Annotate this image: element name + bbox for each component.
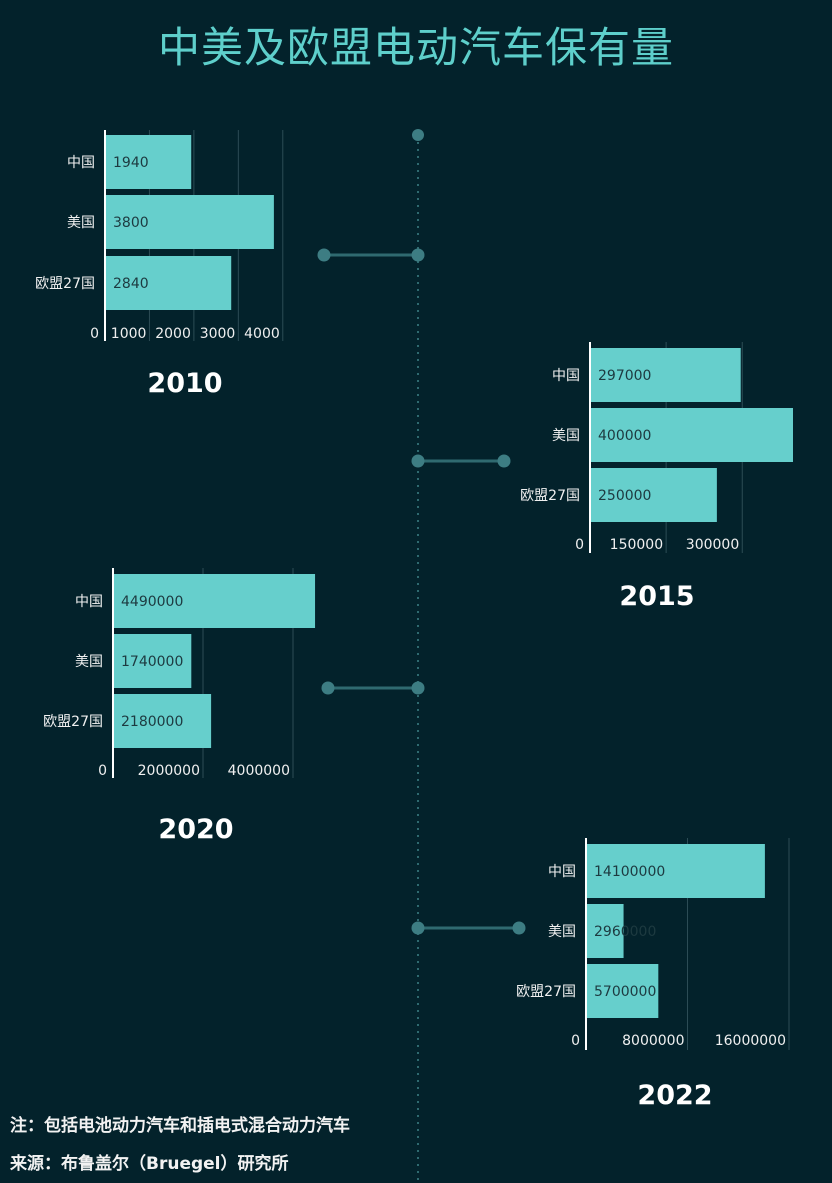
connector-dot-2010 [317,248,331,262]
data-label: 5700000 [594,984,656,1000]
tick-label: 4000000 [228,763,290,779]
category-label: 美国 [67,215,95,231]
category-label: 欧盟27国 [516,984,576,1000]
timeline-dot-2015 [411,454,425,468]
bar [590,348,741,402]
chart-2015: 297000 中国 400000 美国 250000 欧盟27国 0 150000 300000… [411,342,793,612]
data-label: 250000 [598,488,651,504]
category-label: 中国 [75,594,103,610]
data-label: 297000 [598,368,651,384]
bar [105,256,232,310]
category-label: 美国 [552,428,580,444]
data-label: 1740000 [121,654,183,670]
bar [105,135,192,189]
category-label: 中国 [552,368,580,384]
chart-2020: 4490000 中国 1740000 美国 2180000 欧盟27国 0 2000000 40… [43,568,425,845]
tick-label: 16000000 [715,1033,786,1049]
connector-dot-2015 [497,454,511,468]
connector-dot-2022 [512,921,526,935]
category-label: 欧盟27国 [43,714,103,730]
tick-label: 4000 [244,326,280,342]
source-note: 来源：布鲁盖尔（Bruegel）研究所 [10,1154,289,1174]
year-label: 2020 [158,814,233,845]
bar [105,195,274,249]
bar [590,408,793,462]
category-label: 欧盟27国 [35,276,95,292]
data-label: 1940 [113,155,149,171]
tick-label: 0 [575,537,584,553]
data-label: 2960000 [594,924,656,940]
chart-2010: 1940 中国 3800 美国 2840 欧盟27国 0 1000 2000 3000 4000 20… [35,130,425,399]
tick-label: 3000 [200,326,236,342]
bar [113,694,212,748]
tick-label: 8000000 [622,1033,684,1049]
tick-label: 150000 [610,537,663,553]
timeline-dot-2020 [411,681,425,695]
data-label: 4490000 [121,594,183,610]
tick-label: 2000 [155,326,191,342]
bar [590,468,717,522]
tick-label: 1000 [111,326,147,342]
data-label: 3800 [113,215,149,231]
tick-label: 2000000 [138,763,200,779]
timeline-dot-2022 [411,921,425,935]
timeline-start-dot [412,129,424,141]
page-title: 中美及欧盟电动汽车保有量 [157,23,674,72]
category-label: 中国 [548,864,576,880]
data-label: 14100000 [594,864,665,880]
category-label: 美国 [548,924,576,940]
bar [113,574,316,628]
tick-label: 0 [571,1033,580,1049]
year-label: 2022 [637,1080,712,1111]
tick-label: 0 [90,326,99,342]
category-label: 欧盟27国 [520,488,580,504]
footnote: 注：包括电池动力汽车和插电式混合动力汽车 [10,1116,350,1136]
year-label: 2015 [619,581,694,612]
category-label: 美国 [75,654,103,670]
bar [113,634,192,688]
category-label: 中国 [67,155,95,171]
data-label: 400000 [598,428,651,444]
data-label: 2180000 [121,714,183,730]
timeline-dot-2010 [411,248,425,262]
tick-label: 0 [98,763,107,779]
data-label: 2840 [113,276,149,292]
tick-label: 300000 [686,537,739,553]
connector-dot-2020 [321,681,335,695]
year-label: 2010 [147,368,222,399]
bar [586,904,624,958]
bar [586,964,659,1018]
chart-2022: 14100000 中国 2960000 美国 5700000 欧盟27国 0 8000000 1… [411,838,790,1111]
bar [586,844,765,898]
